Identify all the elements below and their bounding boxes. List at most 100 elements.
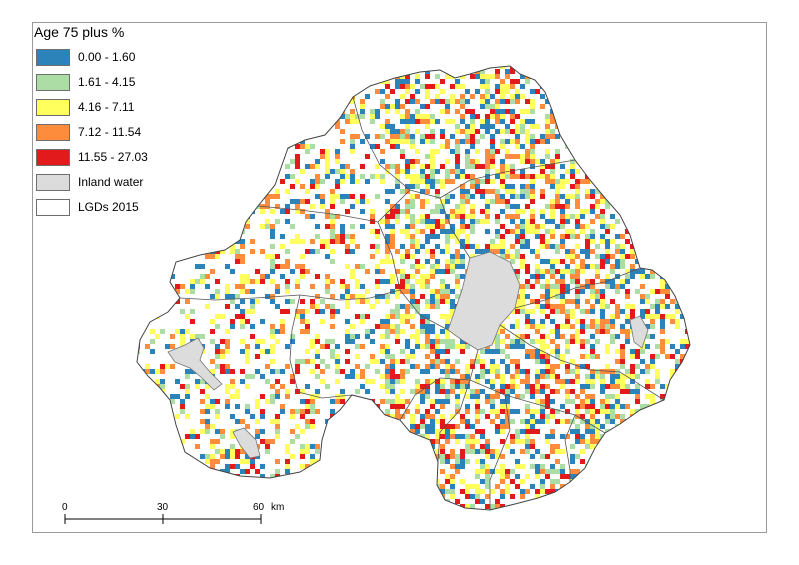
grid-cell: [340, 499, 345, 504]
grid-cell: [440, 349, 445, 354]
grid-cell: [465, 199, 470, 204]
grid-cell: [485, 114, 490, 119]
grid-cell: [410, 179, 415, 184]
grid-cell: [170, 344, 175, 349]
grid-cell: [470, 364, 475, 369]
grid-cell: [230, 449, 235, 454]
grid-cell: [410, 479, 415, 484]
grid-cell: [375, 269, 380, 274]
grid-cell: [615, 194, 620, 199]
grid-cell: [395, 294, 400, 299]
grid-cell: [370, 354, 375, 359]
grid-cell: [535, 474, 540, 479]
grid-cell: [625, 254, 630, 259]
grid-cell: [610, 379, 615, 384]
grid-cell: [435, 359, 440, 364]
grid-cell: [270, 229, 275, 234]
grid-cell: [260, 94, 265, 99]
grid-cell: [585, 254, 590, 259]
grid-cell: [510, 479, 515, 484]
grid-cell: [690, 444, 695, 449]
grid-cell: [570, 234, 575, 239]
grid-cell: [137, 264, 140, 269]
grid-cell: [605, 349, 610, 354]
grid-cell: [595, 374, 600, 379]
grid-cell: [625, 319, 630, 324]
grid-cell: [685, 434, 690, 439]
grid-cell: [570, 169, 575, 174]
grid-cell: [235, 314, 240, 319]
grid-cell: [550, 464, 555, 469]
grid-cell: [290, 414, 295, 419]
grid-cell: [250, 304, 255, 309]
grid-cell: [665, 89, 670, 94]
grid-cell: [560, 289, 565, 294]
grid-cell: [335, 364, 340, 369]
grid-cell: [595, 419, 600, 424]
grid-cell: [635, 429, 640, 434]
grid-cell: [545, 419, 550, 424]
grid-cell: [560, 179, 565, 184]
grid-cell: [260, 429, 265, 434]
grid-cell: [465, 344, 470, 349]
lgd-boundary: [469, 379, 606, 434]
grid-cell: [310, 284, 315, 289]
grid-cell: [640, 184, 645, 189]
grid-cell: [160, 369, 165, 374]
grid-cell: [265, 194, 270, 199]
grid-cell: [310, 239, 315, 244]
grid-cell: [690, 169, 695, 174]
grid-cell: [415, 279, 420, 284]
grid-cell: [555, 94, 560, 99]
grid-cell: [230, 379, 235, 384]
grid-cell: [605, 499, 610, 504]
grid-cell: [540, 469, 545, 474]
grid-cell: [245, 204, 250, 209]
grid-cell: [445, 394, 450, 399]
grid-cell: [265, 144, 270, 149]
grid-cell: [160, 379, 165, 384]
grid-cell: [360, 224, 365, 229]
grid-cell: [530, 249, 535, 254]
grid-cell: [550, 349, 555, 354]
grid-cell: [330, 304, 335, 309]
grid-cell: [455, 274, 460, 279]
grid-cell: [340, 234, 345, 239]
grid-cell: [240, 509, 245, 510]
grid-cell: [450, 484, 455, 489]
grid-cell: [630, 174, 635, 179]
grid-cell: [470, 494, 475, 499]
grid-cell: [225, 364, 230, 369]
grid-cell: [325, 274, 330, 279]
grid-cell: [630, 229, 635, 234]
grid-cell: [645, 189, 650, 194]
grid-cell: [540, 274, 545, 279]
grid-cell: [365, 66, 370, 69]
grid-cell: [645, 299, 650, 304]
grid-cell: [485, 99, 490, 104]
grid-cell: [560, 99, 565, 104]
grid-cell: [195, 434, 200, 439]
grid-cell: [385, 214, 390, 219]
grid-cell: [635, 384, 640, 389]
grid-cell: [610, 224, 615, 229]
grid-cell: [270, 134, 275, 139]
grid-cell: [350, 274, 355, 279]
grid-cell: [405, 79, 410, 84]
grid-cell: [690, 219, 695, 224]
grid-cell: [150, 504, 155, 509]
grid-cell: [520, 154, 525, 159]
grid-cell: [540, 304, 545, 309]
grid-cell: [590, 249, 595, 254]
grid-cell: [335, 89, 340, 94]
grid-cell: [525, 284, 530, 289]
grid-cell: [215, 349, 220, 354]
grid-cell: [635, 484, 640, 489]
grid-cell: [270, 474, 275, 479]
grid-cell: [625, 334, 630, 339]
grid-cell: [460, 94, 465, 99]
grid-cell: [575, 199, 580, 204]
grid-cell: [395, 494, 400, 499]
grid-cell: [440, 89, 445, 94]
